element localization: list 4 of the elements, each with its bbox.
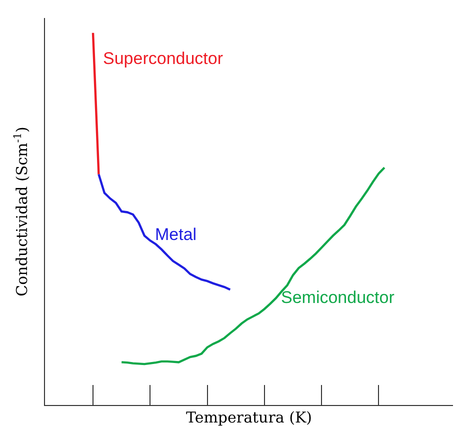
series-label: Metal [155, 225, 197, 244]
x-axis-title: Temperatura (K) [186, 408, 312, 426]
series-label: Semiconductor [281, 288, 395, 307]
series-label: Superconductor [103, 49, 224, 68]
